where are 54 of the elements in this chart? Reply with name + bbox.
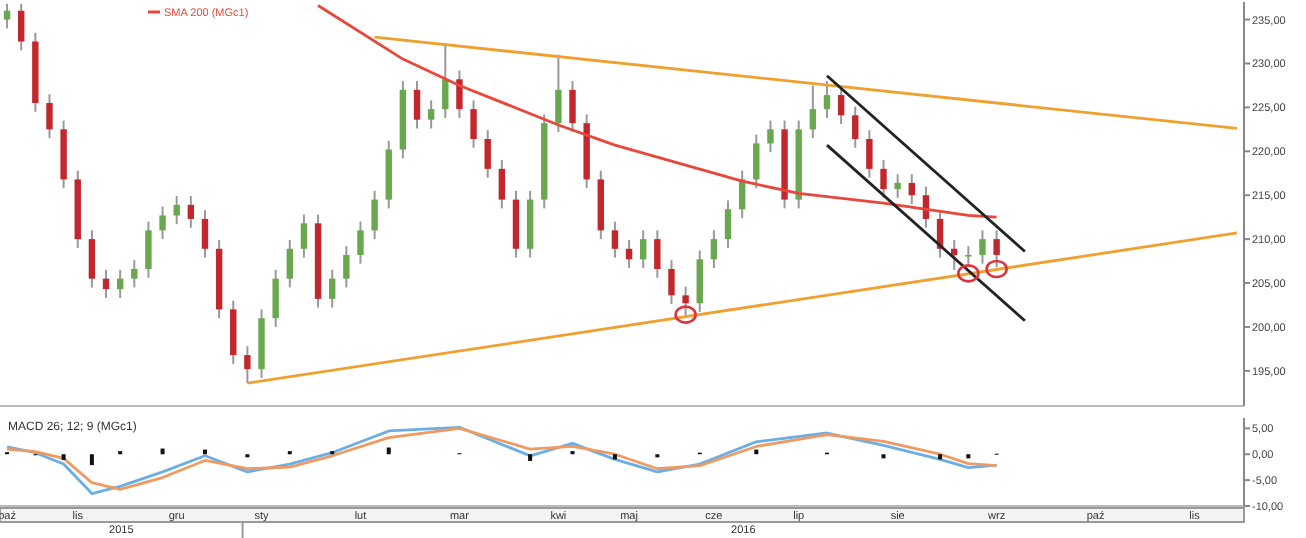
candlestick: [668, 259, 675, 306]
candlestick: [470, 99, 477, 149]
candlestick: [894, 173, 901, 199]
candlestick: [880, 159, 887, 199]
candlestick: [654, 229, 661, 279]
candlestick: [767, 119, 774, 154]
candlestick: [286, 239, 293, 289]
candlestick: [724, 199, 732, 249]
candlestick: [611, 220, 619, 259]
candlestick: [498, 159, 506, 210]
candlestick: [569, 80, 576, 133]
candlestick: [46, 93, 53, 140]
candlestick: [979, 229, 986, 265]
candlestick: [201, 209, 209, 259]
candlestick: [88, 229, 96, 289]
line-series: [316, 4, 999, 219]
candlestick: [102, 268, 110, 299]
candlestick: [852, 105, 859, 149]
candlestick: [908, 173, 915, 205]
candlestick: [710, 229, 718, 270]
candlestick: [753, 133, 760, 190]
candlestick: [442, 42, 449, 119]
candlestick: [272, 268, 279, 328]
candlestick: [413, 80, 421, 130]
candlestick: [18, 2, 25, 52]
candlestick: [456, 69, 463, 119]
candlestick: [837, 85, 845, 126]
candlestick: [993, 229, 1000, 269]
candlestick: [951, 239, 958, 271]
candlestick: [427, 99, 435, 130]
candlestick: [640, 229, 647, 270]
candlestick: [823, 80, 831, 119]
candlestick: [866, 129, 873, 179]
candlestick: [682, 285, 689, 317]
candlestick: [187, 195, 195, 229]
candlestick: [965, 245, 972, 265]
candlestick: [173, 195, 180, 226]
candlestick: [329, 268, 336, 309]
candlestick: [555, 53, 562, 133]
candlestick: [116, 268, 124, 299]
candlestick: [484, 129, 491, 179]
candlestick: [371, 189, 378, 241]
candlestick: [145, 220, 152, 279]
candlestick: [357, 220, 364, 265]
candlestick: [3, 2, 11, 30]
candlestick: [625, 239, 633, 270]
candlestick: [244, 345, 251, 385]
candlestick: [343, 245, 350, 289]
candlestick: [300, 213, 308, 259]
candlestick: [159, 205, 166, 241]
candlestick: [696, 249, 703, 314]
candlestick: [809, 84, 817, 140]
candlestick: [131, 259, 138, 289]
candlestick: [230, 299, 237, 365]
